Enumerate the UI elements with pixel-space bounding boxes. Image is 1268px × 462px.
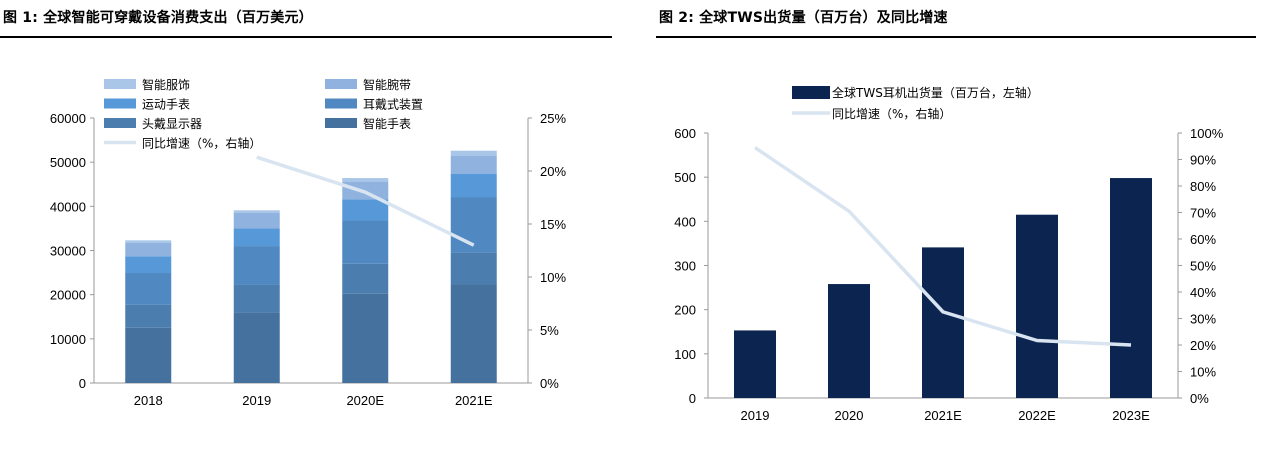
- legend-label: 同比增速（%，右轴）: [832, 106, 951, 121]
- bar-segment: [233, 210, 280, 213]
- legend-label: 全球TWS耳机出货量（百万台，左轴）: [832, 85, 1039, 100]
- legend-label: 耳戴式装置: [363, 97, 423, 112]
- y-right-tick-label: 30%: [1190, 312, 1216, 327]
- x-tick-label: 2018: [134, 393, 163, 408]
- legend-label: 运动手表: [142, 98, 190, 112]
- figure-1-rule: [0, 36, 612, 38]
- bar-segment: [342, 178, 389, 182]
- y-right-tick-label: 10%: [540, 270, 566, 285]
- y-right-tick-label: 0%: [540, 376, 559, 391]
- bar-segment: [342, 220, 389, 264]
- y-left-tick-label: 200: [674, 303, 696, 318]
- y-right-tick-label: 10%: [1190, 365, 1216, 380]
- bar-segment: [125, 273, 172, 305]
- y-right-tick-label: 25%: [540, 111, 566, 126]
- bar-segment: [233, 212, 280, 229]
- figure-1-title: 图 1: 全球智能可穿戴设备消费支出（百万美元）: [3, 10, 313, 26]
- bar-segment: [342, 293, 389, 383]
- y-left-tick-label: 30000: [50, 244, 86, 259]
- figure-1-chart: 0 10000 20000 30000 40000 50000 60000 0% 5% 10% 15…: [50, 77, 567, 408]
- y-left-tick-label: 400: [674, 214, 696, 229]
- legend-swatch: [325, 79, 357, 89]
- y-right-tick-label: 90%: [1190, 153, 1216, 168]
- x-tick-label: 2019: [741, 408, 770, 423]
- bar-segment: [233, 312, 280, 383]
- bar: [922, 247, 964, 398]
- legend-swatch: [104, 118, 136, 128]
- figure-2-title: 图 2: 全球TWS出货量（百万台）及同比增速: [659, 10, 948, 26]
- y-right-tick-label: 80%: [1190, 179, 1216, 194]
- y-right-tick-label: 50%: [1190, 259, 1216, 274]
- bar-segment: [450, 150, 497, 156]
- bar-segment: [125, 304, 172, 328]
- y-right-tick-label: 60%: [1190, 232, 1216, 247]
- y-left-tick-label: 10000: [50, 332, 86, 347]
- y-left-tick-label: 100: [674, 347, 696, 362]
- legend-swatch: [104, 79, 136, 89]
- y-left-tick-label: 60000: [50, 111, 86, 126]
- x-tick-label: 2021E: [924, 408, 962, 423]
- y-left-tick-label: 20000: [50, 288, 86, 303]
- bar-segment: [342, 199, 389, 221]
- legend-label: 同比增速（%，右轴）: [142, 136, 261, 151]
- y-right-tick-label: 15%: [540, 217, 566, 232]
- y-right-tick-label: 100%: [1190, 126, 1224, 141]
- y-right-tick-label: 20%: [540, 164, 566, 179]
- figure-2: 图 2: 全球TWS出货量（百万台）及同比增速 0 100 200 300 400 500…: [656, 0, 1268, 462]
- x-tick-label: 2023E: [1112, 408, 1150, 423]
- y-left-tick-label: 0: [79, 376, 86, 391]
- bar-segment: [450, 155, 497, 174]
- bar-segment: [342, 263, 389, 294]
- legend-swatch: [325, 98, 357, 109]
- bar-segment: [233, 228, 280, 247]
- y-left-tick-label: 500: [674, 170, 696, 185]
- y-right-tick-label: 70%: [1190, 206, 1216, 221]
- x-tick-label: 2022E: [1018, 408, 1056, 423]
- bar-segment: [125, 327, 172, 383]
- growth-line: [754, 146, 1132, 347]
- legend-label: 智能服饰: [142, 77, 190, 92]
- y-right-tick-label: 40%: [1190, 285, 1216, 300]
- legend-swatch: [792, 86, 830, 99]
- figure-2-chart: 0 100 200 300 400 500 600 0% 10% 20% 30% 40% 50% 60% 7…: [674, 85, 1224, 423]
- bar-segment: [125, 240, 172, 243]
- y-left-tick-label: 600: [674, 126, 696, 141]
- bar-segment: [450, 284, 497, 383]
- growth-line: [256, 155, 475, 247]
- figure-2-rule: [656, 36, 1256, 38]
- legend-label: 智能腕带: [363, 77, 411, 92]
- bar-segment: [450, 252, 497, 285]
- y-left-tick-label: 0: [689, 391, 696, 406]
- y-left-tick-label: 40000: [50, 199, 86, 214]
- legend-swatch: [104, 98, 136, 109]
- bar: [828, 284, 870, 398]
- bar-segment: [450, 173, 497, 198]
- y-right-tick-label: 20%: [1190, 338, 1216, 353]
- bar-segment: [233, 284, 280, 313]
- y-right-tick-label: 0%: [1190, 391, 1209, 406]
- bar: [1110, 178, 1152, 398]
- bar: [1016, 214, 1058, 398]
- bar-segment: [233, 246, 280, 285]
- bar-segment: [125, 242, 172, 257]
- y-right-tick-label: 5%: [540, 323, 559, 338]
- legend-label: 智能手表: [363, 116, 411, 131]
- bar-segment: [450, 197, 497, 253]
- bar-segment: [125, 256, 172, 274]
- bar: [734, 330, 776, 398]
- x-tick-label: 2021E: [455, 393, 493, 408]
- x-tick-label: 2020: [835, 408, 864, 423]
- x-tick-label: 2019: [242, 393, 271, 408]
- x-tick-label: 2020E: [346, 393, 384, 408]
- y-left-tick-label: 300: [674, 259, 696, 274]
- legend-swatch: [325, 118, 357, 128]
- y-left-tick-label: 50000: [50, 155, 86, 170]
- figure-1: 图 1: 全球智能可穿戴设备消费支出（百万美元） 0 10000 20000 3000…: [0, 0, 612, 462]
- legend-label: 头戴显示器: [142, 116, 202, 131]
